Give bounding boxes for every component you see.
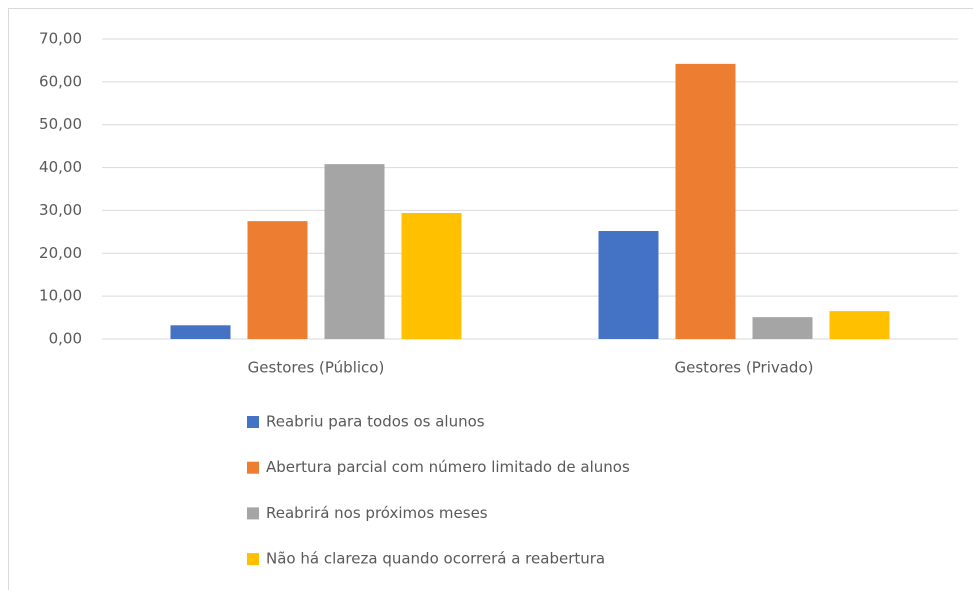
bar: [247, 221, 308, 339]
y-tick-label: 20,00: [39, 244, 82, 262]
y-tick-label: 40,00: [39, 158, 82, 176]
bar: [675, 63, 736, 339]
bar: [170, 325, 231, 339]
legend-label: Reabrirá nos próximos meses: [266, 504, 488, 522]
bar: [829, 311, 890, 339]
legend-swatch: [247, 461, 259, 474]
y-tick-label: 10,00: [39, 287, 82, 305]
y-tick-label: 30,00: [39, 201, 82, 219]
bar: [324, 164, 385, 339]
y-tick-label: 0,00: [49, 330, 82, 348]
y-tick-label: 60,00: [39, 72, 82, 90]
legend-label: Abertura parcial com número limitado de …: [266, 458, 630, 476]
chart-border: [8, 8, 973, 590]
bar: [752, 317, 813, 339]
x-tick-label: Gestores (Público): [248, 359, 385, 377]
legend-label: Não há clareza quando ocorrerá a reabert…: [266, 550, 605, 568]
legend-swatch: [247, 507, 259, 520]
bar: [598, 231, 659, 339]
x-tick-label: Gestores (Privado): [675, 359, 814, 377]
legend-swatch: [247, 553, 259, 566]
y-tick-label: 50,00: [39, 115, 82, 133]
y-tick-label: 70,00: [39, 30, 82, 48]
bar: [401, 213, 462, 339]
legend-swatch: [247, 416, 259, 428]
legend-label: Reabriu para todos os alunos: [266, 413, 485, 431]
